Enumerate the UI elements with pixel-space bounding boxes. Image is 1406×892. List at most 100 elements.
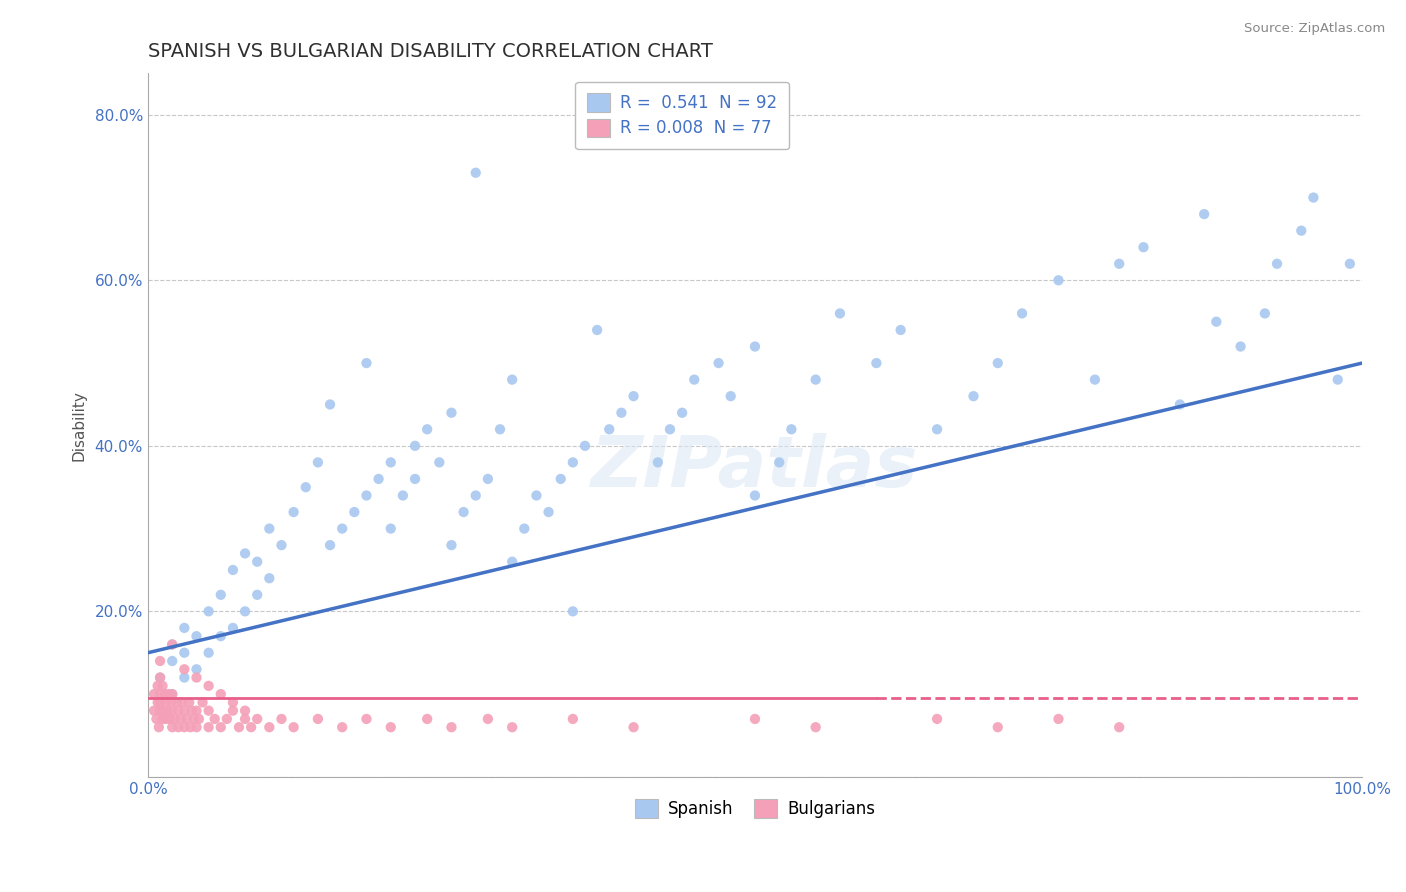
Point — [187, 712, 209, 726]
Point — [343, 505, 366, 519]
Point — [173, 662, 195, 676]
Point — [319, 538, 342, 552]
Point — [145, 712, 167, 726]
Point — [1265, 257, 1288, 271]
Point — [152, 712, 174, 726]
Point — [233, 704, 256, 718]
Point — [744, 339, 766, 353]
Point — [501, 720, 523, 734]
Point — [561, 604, 583, 618]
Point — [925, 422, 948, 436]
Point — [307, 712, 329, 726]
Point — [222, 704, 245, 718]
Point — [173, 621, 195, 635]
Point — [191, 695, 214, 709]
Point — [149, 654, 172, 668]
Point — [307, 455, 329, 469]
Point — [1229, 339, 1251, 353]
Point — [148, 720, 170, 734]
Y-axis label: Disability: Disability — [72, 390, 86, 460]
Point — [209, 720, 232, 734]
Point — [440, 406, 463, 420]
Text: ZIPatlas: ZIPatlas — [592, 433, 918, 502]
Point — [319, 397, 342, 411]
Point — [1339, 257, 1361, 271]
Point — [380, 720, 402, 734]
Point — [647, 455, 669, 469]
Point — [865, 356, 887, 370]
Point — [173, 671, 195, 685]
Text: SPANISH VS BULGARIAN DISABILITY CORRELATION CHART: SPANISH VS BULGARIAN DISABILITY CORRELAT… — [148, 42, 713, 61]
Point — [1047, 712, 1070, 726]
Point — [228, 720, 250, 734]
Point — [160, 687, 183, 701]
Point — [550, 472, 572, 486]
Point — [962, 389, 984, 403]
Point — [186, 629, 208, 643]
Point — [186, 662, 208, 676]
Point — [166, 695, 188, 709]
Point — [197, 604, 219, 618]
Point — [744, 712, 766, 726]
Point — [356, 488, 378, 502]
Point — [160, 720, 183, 734]
Point — [1047, 273, 1070, 287]
Point — [598, 422, 620, 436]
Point — [683, 373, 706, 387]
Point — [259, 522, 281, 536]
Point — [270, 538, 292, 552]
Point — [259, 720, 281, 734]
Point — [149, 671, 172, 685]
Point — [380, 455, 402, 469]
Text: Source: ZipAtlas.com: Source: ZipAtlas.com — [1244, 22, 1385, 36]
Point — [197, 720, 219, 734]
Point — [659, 422, 682, 436]
Point — [294, 480, 316, 494]
Point — [233, 546, 256, 560]
Point — [671, 406, 693, 420]
Point — [170, 712, 193, 726]
Point — [143, 704, 166, 718]
Point — [367, 472, 389, 486]
Point — [453, 505, 475, 519]
Point — [215, 712, 238, 726]
Point — [179, 720, 201, 734]
Point — [176, 712, 198, 726]
Point — [1326, 373, 1348, 387]
Point — [416, 422, 439, 436]
Point — [1205, 315, 1227, 329]
Point — [179, 695, 201, 709]
Point — [197, 679, 219, 693]
Point — [925, 712, 948, 726]
Point — [222, 695, 245, 709]
Point — [209, 588, 232, 602]
Point — [149, 687, 172, 701]
Point — [574, 439, 596, 453]
Point — [586, 323, 609, 337]
Point — [143, 687, 166, 701]
Point — [167, 720, 190, 734]
Point — [146, 695, 169, 709]
Point — [404, 439, 426, 453]
Point — [170, 695, 193, 709]
Point — [501, 373, 523, 387]
Point — [149, 671, 172, 685]
Point — [477, 712, 499, 726]
Point — [160, 687, 183, 701]
Point — [204, 712, 226, 726]
Point — [1192, 207, 1215, 221]
Point — [720, 389, 742, 403]
Point — [167, 704, 190, 718]
Point — [233, 712, 256, 726]
Point — [1291, 224, 1313, 238]
Point — [392, 488, 415, 502]
Point — [1168, 397, 1191, 411]
Point — [987, 720, 1010, 734]
Point — [149, 695, 172, 709]
Point — [152, 679, 174, 693]
Point — [155, 712, 177, 726]
Point — [356, 356, 378, 370]
Point — [197, 646, 219, 660]
Point — [890, 323, 912, 337]
Point — [160, 637, 183, 651]
